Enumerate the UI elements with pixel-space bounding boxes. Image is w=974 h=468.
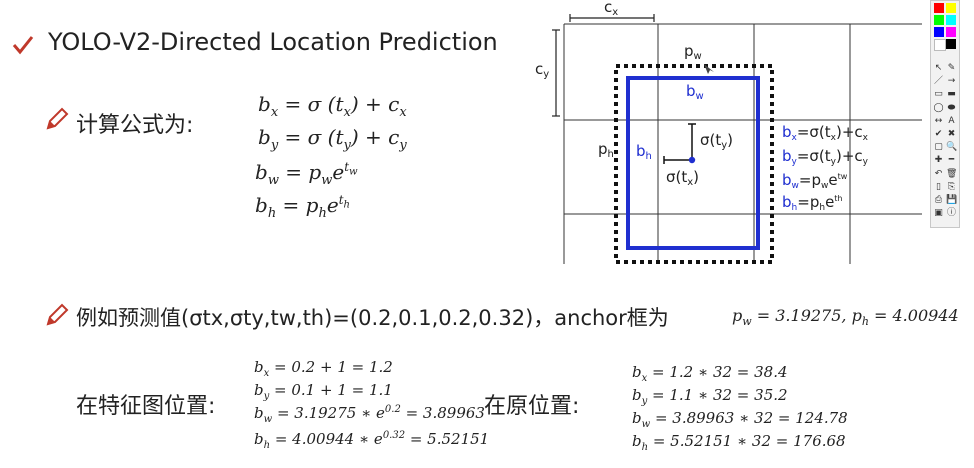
color-swatch[interactable] — [934, 3, 944, 13]
color-swatch[interactable] — [946, 3, 956, 13]
color-swatch[interactable] — [934, 15, 944, 25]
side-formulas: bx=σ(tx)+cx by=σ(ty)+cy bw=pwetw bh=phet… — [782, 123, 869, 213]
fm-calc-bh: bh = 4.00944 ∗ e0.32 = 5.52151 — [254, 430, 490, 451]
minus-icon[interactable]: ━ — [948, 155, 955, 166]
pencil-icon — [46, 107, 69, 130]
location-prediction-diagram: cx cy pw ph bw bh σ(ty) σ(tx) bx=σ(tx)+c… — [535, 0, 922, 264]
save-icon[interactable]: 💾 — [946, 195, 958, 205]
pen-icon[interactable]: ✎ — [947, 63, 956, 73]
orig-calc-bx: bx = 1.2 ∗ 32 = 38.4 — [632, 363, 788, 384]
ph-label: ph — [598, 140, 614, 160]
annotation-toolbar: ↖ ✎ ／ → ▭ ▬ ◯ ⬬ ↔ A ✔ ✖ ▢ 🔍 ✚ ━ ↶ 🗑 ▯ ⎘ ⎙ 💾 ▣ ⓘ — [930, 0, 960, 228]
color-swatch[interactable] — [946, 27, 956, 37]
side-formula-bx: bx=σ(tx)+cx — [782, 123, 869, 143]
ellipse-icon[interactable]: ◯ — [933, 102, 944, 113]
checkmark-icon — [12, 36, 34, 55]
cross-icon[interactable]: ✖ — [947, 129, 956, 139]
color-swatch[interactable] — [946, 39, 956, 49]
select-icon[interactable]: ↖ — [934, 63, 943, 73]
text-icon[interactable]: A — [948, 115, 955, 126]
bw-label: bw — [686, 82, 704, 102]
center-point — [688, 156, 696, 164]
side-formula-by: by=σ(ty)+cy — [782, 147, 869, 167]
new-icon[interactable]: ▯ — [936, 181, 941, 192]
formula-bh: bh = pheth — [255, 193, 350, 221]
screen-icon[interactable]: ▣ — [934, 208, 943, 219]
color-swatch[interactable] — [934, 39, 946, 51]
fm-calc-bw: bw = 3.19275 ∗ e0.2 = 3.89963 — [254, 404, 485, 425]
zoom-icon[interactable]: 🔍 — [946, 142, 958, 153]
formula-bw: bw = pwetw — [255, 160, 358, 188]
delete-icon[interactable]: 🗑 — [946, 168, 958, 179]
pw-label: pw — [684, 42, 702, 62]
color-swatch[interactable] — [934, 27, 944, 37]
orig-calc-bh: bh = 5.52151 ∗ 32 = 176.68 — [632, 432, 846, 453]
fm-calc-bx: bx = 0.2 + 1 = 1.2 — [254, 358, 393, 379]
feature-map-label: 在特征图位置: — [76, 394, 216, 419]
filled-rect-icon[interactable]: ▬ — [947, 89, 956, 100]
original-label: 在原位置: — [484, 394, 580, 419]
rect-icon[interactable]: ▭ — [934, 89, 943, 100]
filled-ellipse-icon[interactable]: ⬬ — [947, 102, 956, 113]
check-icon[interactable]: ✔ — [934, 129, 943, 139]
formula-bx: bx = σ (tx) + cx — [258, 92, 407, 120]
print-icon[interactable]: ⎙ — [934, 195, 943, 205]
orig-calc-by: by = 1.1 ∗ 32 = 35.2 — [632, 386, 788, 407]
color-swatch[interactable] — [946, 15, 956, 25]
pencil-icon — [46, 303, 69, 326]
sigma-tx-label: σ(tx) — [666, 168, 699, 188]
cx-label: cx — [604, 0, 618, 18]
predicted-box — [626, 76, 760, 250]
formula-by: by = σ (ty) + cy — [258, 125, 407, 153]
sigma-ty-label: σ(ty) — [700, 131, 733, 151]
line-icon[interactable]: ／ — [933, 76, 943, 87]
info-icon[interactable]: ⓘ — [946, 208, 956, 219]
plus-icon[interactable]: ✚ — [934, 155, 943, 166]
move-icon[interactable]: ↔ — [934, 115, 943, 126]
example-text: 例如预测值(σtx,σty,tw,th)=(0.2,0.1,0.2,0.32)，… — [76, 306, 669, 330]
copy-icon[interactable]: ⎘ — [947, 181, 956, 192]
arrow-icon[interactable]: → — [947, 76, 956, 87]
orig-calc-bw: bw = 3.89963 ∗ 32 = 124.78 — [632, 409, 848, 430]
bh-label: bh — [636, 142, 652, 162]
slide-title: YOLO-V2-Directed Location Prediction — [48, 28, 498, 56]
fm-calc-by: by = 0.1 + 1 = 1.1 — [254, 381, 393, 402]
side-formula-bw: bw=pwetw — [782, 171, 848, 191]
rect-outline-icon[interactable]: ▢ — [934, 142, 943, 153]
formula-heading: 计算公式为: — [76, 113, 194, 138]
anchor-values: pw = 3.19275, ph = 4.00944 — [732, 306, 959, 329]
undo-icon[interactable]: ↶ — [934, 168, 943, 179]
cy-label: cy — [535, 60, 549, 80]
side-formula-bh: bh=pheth — [782, 193, 843, 213]
